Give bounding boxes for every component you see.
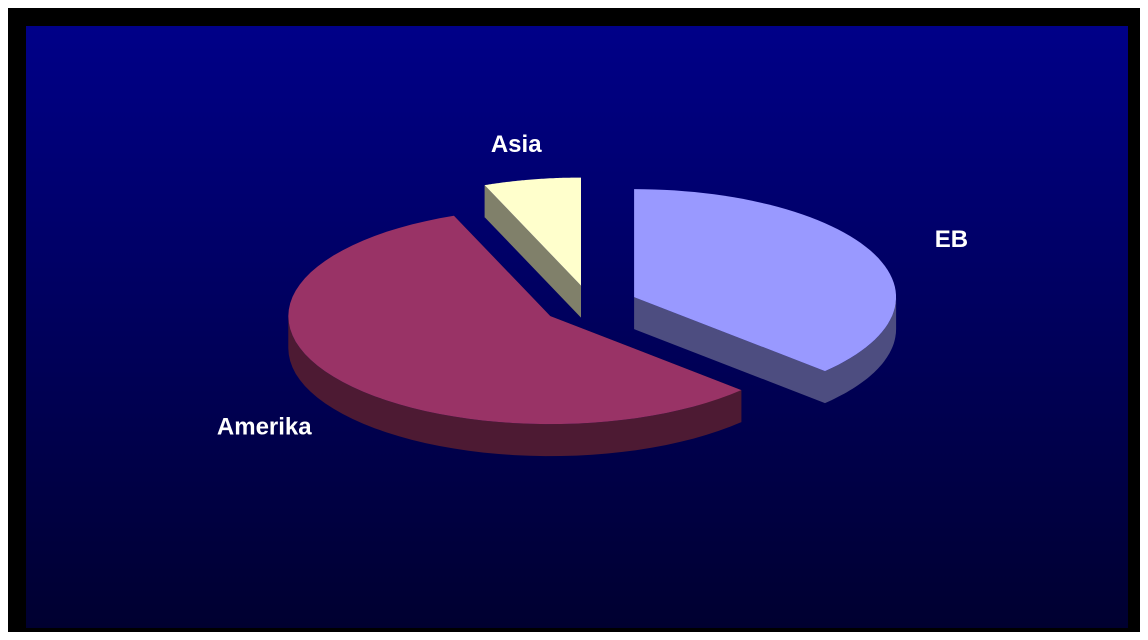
slice-label: Amerika (217, 414, 312, 441)
slice-edge (634, 297, 825, 404)
slice-label: EB (935, 226, 968, 253)
slice-side (288, 316, 742, 457)
slice (484, 177, 581, 286)
slice (288, 215, 742, 425)
slice-edge (484, 185, 581, 318)
slice-side (825, 297, 897, 404)
slice-label: Asia (491, 131, 542, 158)
slice (634, 189, 896, 372)
